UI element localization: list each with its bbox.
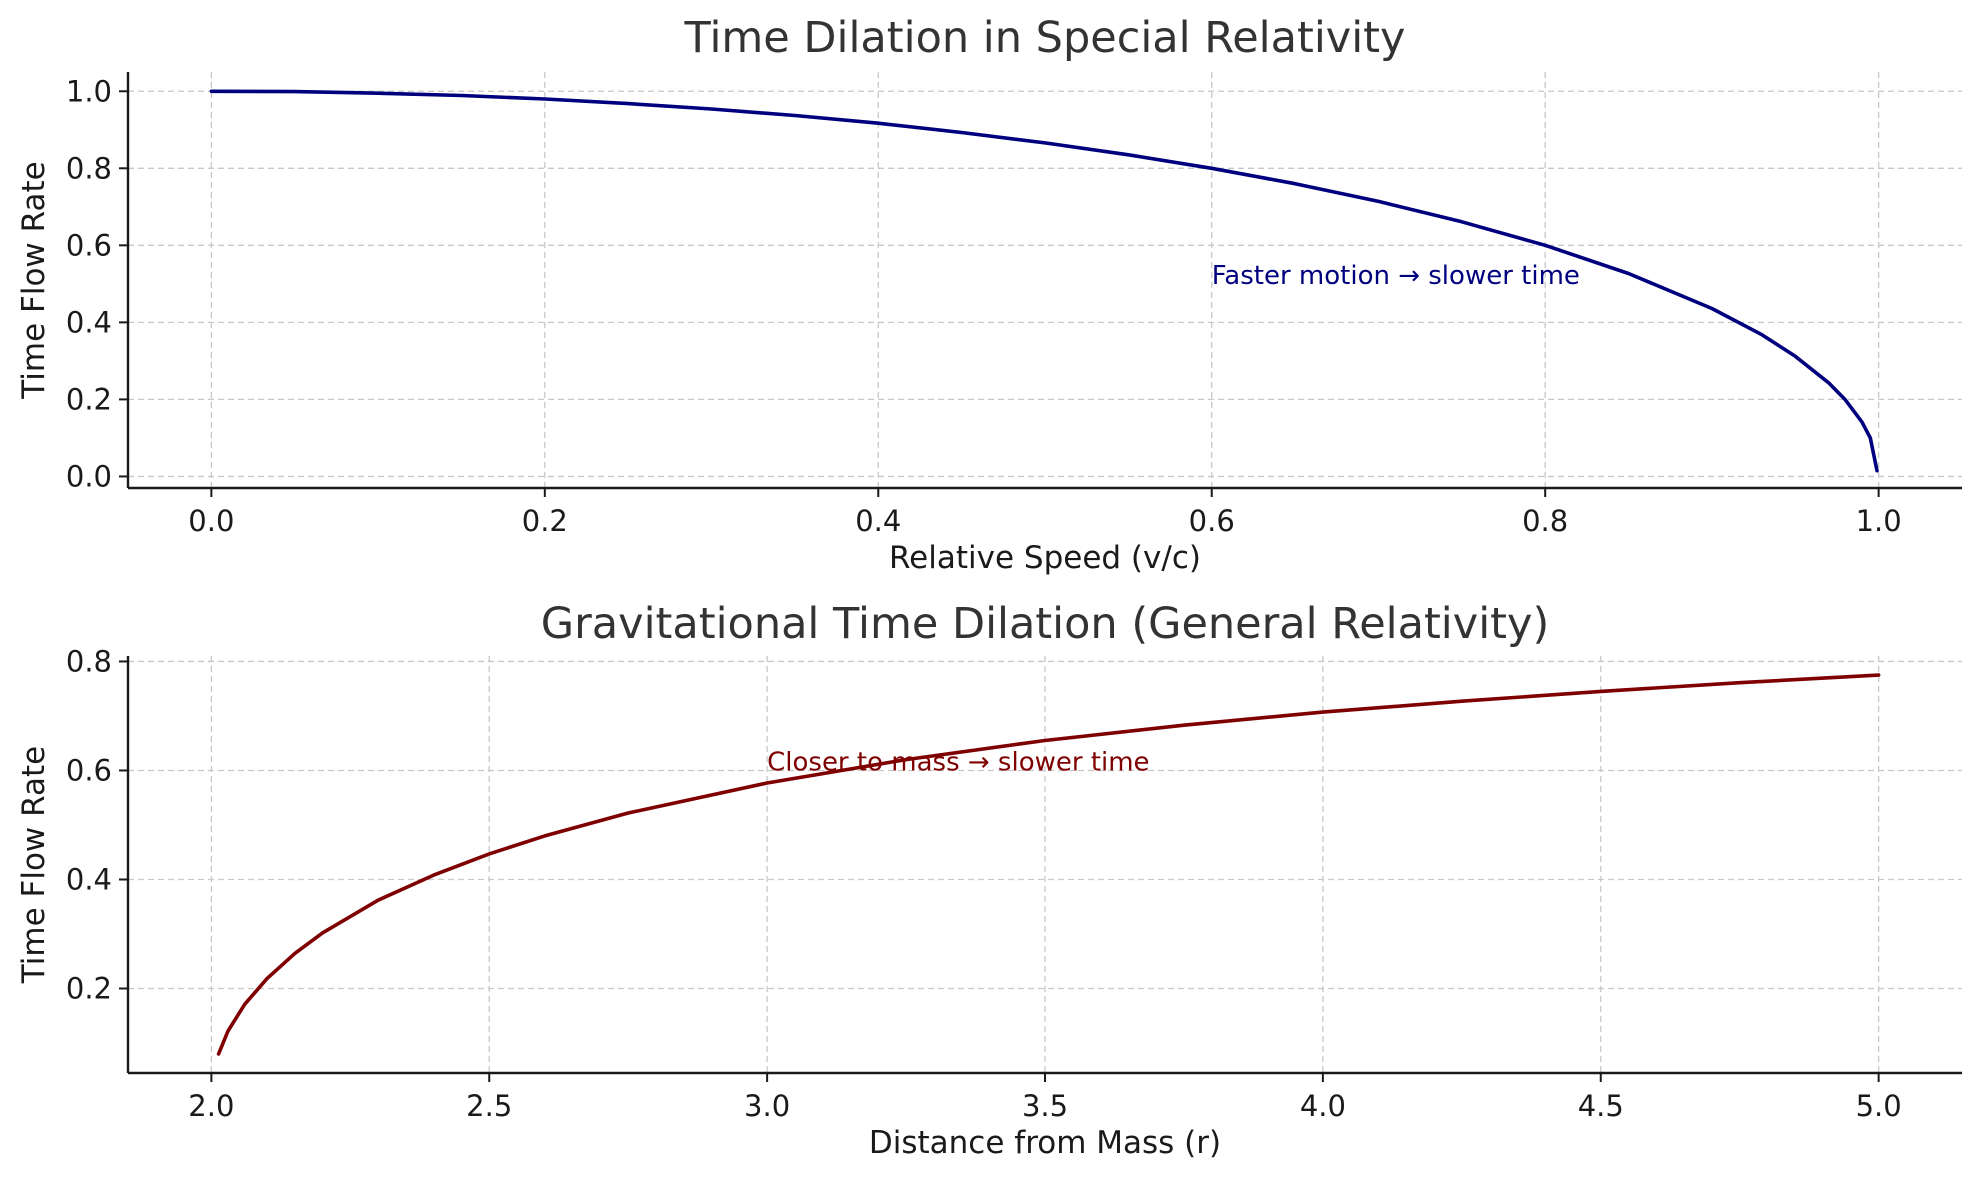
y-tick-label: 0.8	[66, 644, 112, 678]
chart-title: Gravitational Time Dilation (General Rel…	[541, 599, 1549, 649]
y-tick-label: 0.0	[66, 459, 112, 493]
general-relativity-chart: 2.0 2.5 3.0 3.5 4.0 4.5 5.0 0.2 0.4 0.6 0.8 Closer …	[16, 599, 1962, 1161]
chart-annotation: Faster motion → slower time	[1212, 261, 1580, 291]
x-axis-label: Relative Speed (v/c)	[889, 540, 1201, 576]
series-line	[209, 89, 1879, 473]
y-tick-label: 0.2	[66, 382, 112, 416]
chart-annotation: Closer to mass → slower time	[767, 747, 1149, 777]
x-tick-label: 5.0	[1856, 1089, 1902, 1123]
y-tick-label: 0.2	[66, 972, 112, 1006]
x-tick-label: 0.4	[855, 504, 901, 538]
y-tick-label: 0.8	[66, 151, 112, 185]
y-tick-label: 1.0	[66, 74, 112, 108]
chart-title: Time Dilation in Special Relativity	[684, 13, 1406, 63]
y-tick-label: 0.6	[66, 753, 112, 787]
x-axis-label: Distance from Mass (r)	[869, 1125, 1221, 1161]
x-tick-label: 0.0	[188, 504, 234, 538]
x-tick-label: 4.0	[1300, 1089, 1346, 1123]
x-tick-label: 2.5	[466, 1089, 512, 1123]
x-tick-label: 3.5	[1022, 1089, 1068, 1123]
y-axis-label: Time Flow Rate	[16, 746, 52, 984]
x-tick-label: 0.6	[1189, 504, 1235, 538]
y-tick-label: 0.6	[66, 228, 112, 262]
x-tick-label: 0.2	[522, 504, 568, 538]
y-tick-label: 0.4	[66, 305, 112, 339]
x-tick-label: 4.5	[1578, 1089, 1624, 1123]
x-tick-label: 2.0	[188, 1089, 234, 1123]
y-axis-label: Time Flow Rate	[16, 161, 52, 399]
x-tick-label: 1.0	[1856, 504, 1902, 538]
x-tick-label: 3.0	[744, 1089, 790, 1123]
series-line	[216, 673, 1881, 1056]
y-tick-label: 0.4	[66, 862, 112, 896]
x-tick-label: 0.8	[1522, 504, 1568, 538]
special-relativity-chart: 0.0 0.2 0.4 0.6 0.8 1.0 0.0 0.2 0.4 0.6 0.8 1.0 Fast…	[16, 13, 1962, 576]
